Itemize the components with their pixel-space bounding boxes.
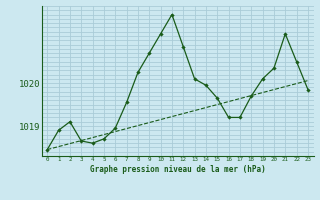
X-axis label: Graphe pression niveau de la mer (hPa): Graphe pression niveau de la mer (hPa): [90, 165, 266, 174]
